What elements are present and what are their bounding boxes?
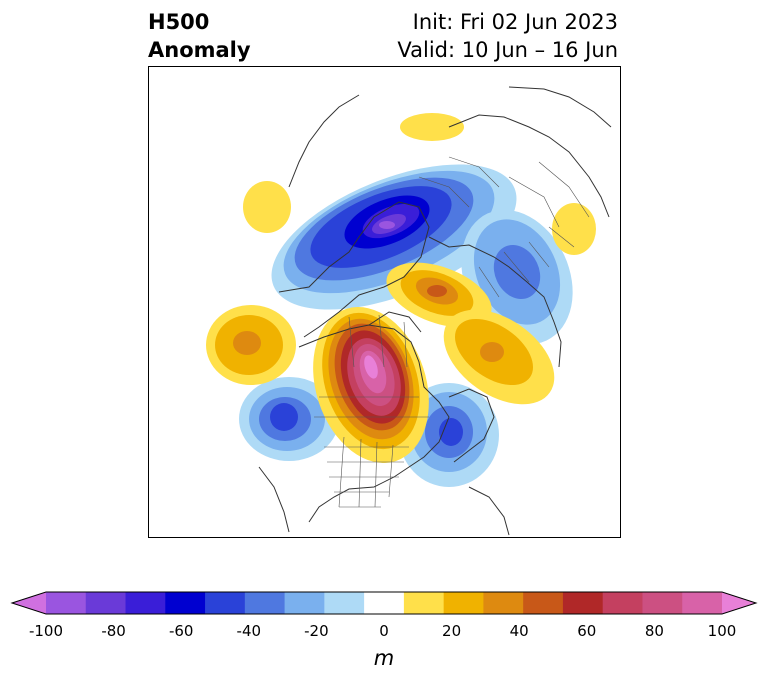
colorbar-outline [10, 591, 758, 615]
positive-anomaly-west [243, 181, 291, 233]
colorbar-cell [244, 592, 286, 614]
negative-anomaly-pacific [239, 377, 339, 461]
colorbar-tick-label: -40 [236, 622, 262, 640]
colorbar-cell [403, 592, 445, 614]
title-variable: H500 [148, 10, 210, 34]
colorbar-units: m [373, 646, 395, 670]
anomaly-map [148, 66, 621, 538]
colorbar-cell [642, 592, 683, 614]
colorbar-tick-label: -80 [101, 622, 126, 640]
positive-anomaly-north [400, 113, 464, 141]
colorbar-tick-label: -100 [28, 622, 64, 640]
colorbar-extend-high [722, 592, 756, 614]
colorbar-cell [205, 592, 246, 614]
positive-anomaly-north-america [313, 307, 429, 463]
colorbar-tick-label: -60 [168, 622, 194, 640]
colorbar-cell [46, 592, 87, 614]
colorbar-tick-label: 60 [577, 622, 597, 640]
colorbar-tick-label: 40 [509, 622, 529, 640]
political-borders [314, 156, 590, 508]
positive-anomaly-eurasia [386, 262, 555, 405]
colorbar-cell [324, 592, 365, 614]
title-left: H500 Anomaly [148, 8, 251, 64]
colorbar-tick-label: 100 [707, 622, 737, 640]
colorbar-tick-label: 80 [644, 622, 664, 640]
positive-anomaly-bering [206, 305, 296, 385]
map-canvas [206, 86, 612, 536]
colorbar-extend-low [12, 592, 46, 614]
title-field: Anomaly [148, 38, 251, 62]
colorbar-cell [562, 592, 604, 614]
colorbar-cell [284, 592, 325, 614]
negative-anomaly-greenland [271, 164, 517, 310]
colorbar-cell [443, 592, 484, 614]
init-time: Init: Fri 02 Jun 2023 [412, 10, 618, 34]
colorbar [10, 591, 758, 615]
positive-anomaly-east [552, 203, 596, 255]
colorbar-cell [483, 592, 524, 614]
colorbar-tick-label: 20 [442, 622, 462, 640]
colorbar-cell [682, 592, 723, 614]
colorbar-cell [165, 592, 206, 614]
colorbar-cell [523, 592, 564, 614]
colorbar-tick-label: 0 [379, 622, 389, 640]
colorbar-cell [125, 592, 166, 614]
colorbar-cell [602, 592, 643, 614]
valid-period: Valid: 10 Jun – 16 Jun [397, 38, 618, 62]
title-right: Init: Fri 02 Jun 2023 Valid: 10 Jun – 16… [397, 8, 618, 64]
coastlines [258, 86, 612, 536]
colorbar-tick-label: -20 [304, 622, 329, 640]
negative-anomaly-siberia [461, 209, 573, 345]
colorbar-cell [85, 592, 127, 614]
colorbar-cell [364, 592, 405, 614]
